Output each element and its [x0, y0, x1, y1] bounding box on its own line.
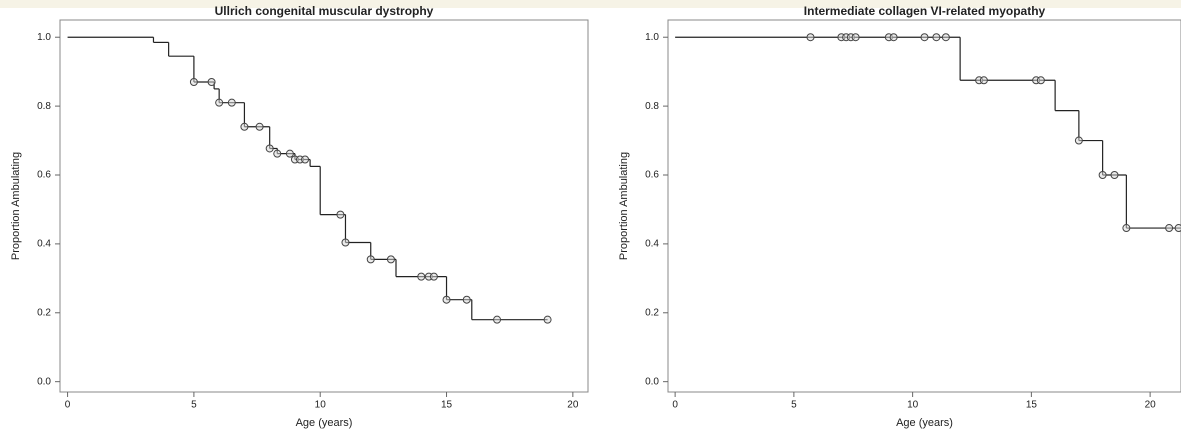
chart-title: Intermediate collagen VI-related myopath…	[804, 4, 1046, 18]
y-tick-label: 0.2	[645, 307, 659, 318]
censor-marker	[265, 144, 274, 153]
y-axis-label: Proportion Ambulating	[10, 152, 22, 260]
y-tick-label: 1.0	[645, 32, 659, 43]
top-strip	[0, 0, 1181, 8]
y-tick-label: 0.8	[645, 101, 659, 112]
censor-marker	[215, 98, 224, 107]
censor-marker	[851, 33, 860, 42]
x-axis-label: Age (years)	[896, 417, 953, 429]
x-tick-label: 5	[191, 400, 197, 411]
x-axis-label: Age (years)	[296, 417, 353, 429]
chart-title: Ullrich congenital muscular dystrophy	[215, 4, 434, 18]
y-tick-label: 0.0	[645, 376, 659, 387]
censor-marker	[1165, 224, 1174, 233]
censor-marker	[429, 272, 438, 281]
censor-marker	[1098, 171, 1107, 179]
censor-marker	[240, 122, 249, 131]
y-tick-label: 1.0	[37, 32, 51, 43]
x-tick-label: 20	[1145, 400, 1157, 411]
censor-marker	[889, 33, 898, 42]
x-tick-label: 5	[791, 400, 797, 411]
censor-marker	[227, 98, 236, 107]
x-tick-label: 10	[907, 400, 919, 411]
censor-marker	[189, 78, 198, 86]
censor-marker	[386, 255, 395, 264]
x-tick-label: 15	[1026, 400, 1038, 411]
censor-marker	[543, 315, 552, 324]
censor-marker	[941, 33, 950, 42]
y-axis-label: Proportion Ambulating	[618, 152, 630, 260]
censor-marker	[493, 315, 502, 324]
censor-marker	[207, 78, 216, 86]
x-tick-label: 0	[672, 400, 678, 411]
y-tick-label: 0.2	[37, 307, 51, 318]
chart-panel: Ullrich congenital muscular dystrophy 0 5 1…	[10, 4, 589, 429]
censor-marker	[336, 210, 345, 219]
censor-marker	[273, 149, 282, 158]
censor-marker	[1074, 136, 1083, 145]
censor-marker	[442, 295, 451, 304]
censor-marker	[366, 255, 375, 264]
y-tick-label: 0.6	[645, 170, 659, 181]
censor-marker	[806, 33, 815, 42]
plot-frame	[59, 19, 589, 393]
y-tick-label: 0.0	[37, 376, 51, 387]
censor-marker	[1122, 224, 1131, 233]
censor-marker	[417, 272, 426, 281]
chart-panel: Intermediate collagen VI-related myopath…	[618, 4, 1181, 429]
censor-marker	[920, 33, 929, 42]
censor-marker	[1036, 76, 1045, 85]
censor-marker	[255, 122, 264, 131]
censor-marker	[1174, 224, 1181, 233]
x-tick-label: 15	[441, 400, 453, 411]
x-tick-label: 0	[65, 400, 71, 411]
y-tick-label: 0.8	[37, 101, 51, 112]
censor-marker	[1110, 171, 1119, 179]
y-tick-label: 0.4	[37, 239, 51, 250]
y-tick-label: 0.4	[645, 239, 659, 250]
plot-frame	[667, 19, 1181, 393]
x-tick-label: 10	[315, 400, 327, 411]
censor-marker	[979, 76, 988, 85]
censor-marker	[301, 155, 310, 164]
censor-marker	[341, 238, 350, 247]
x-tick-label: 20	[567, 400, 579, 411]
censor-marker	[285, 149, 294, 158]
censor-marker	[462, 295, 471, 304]
y-tick-label: 0.6	[37, 170, 51, 181]
censor-marker	[932, 33, 941, 42]
